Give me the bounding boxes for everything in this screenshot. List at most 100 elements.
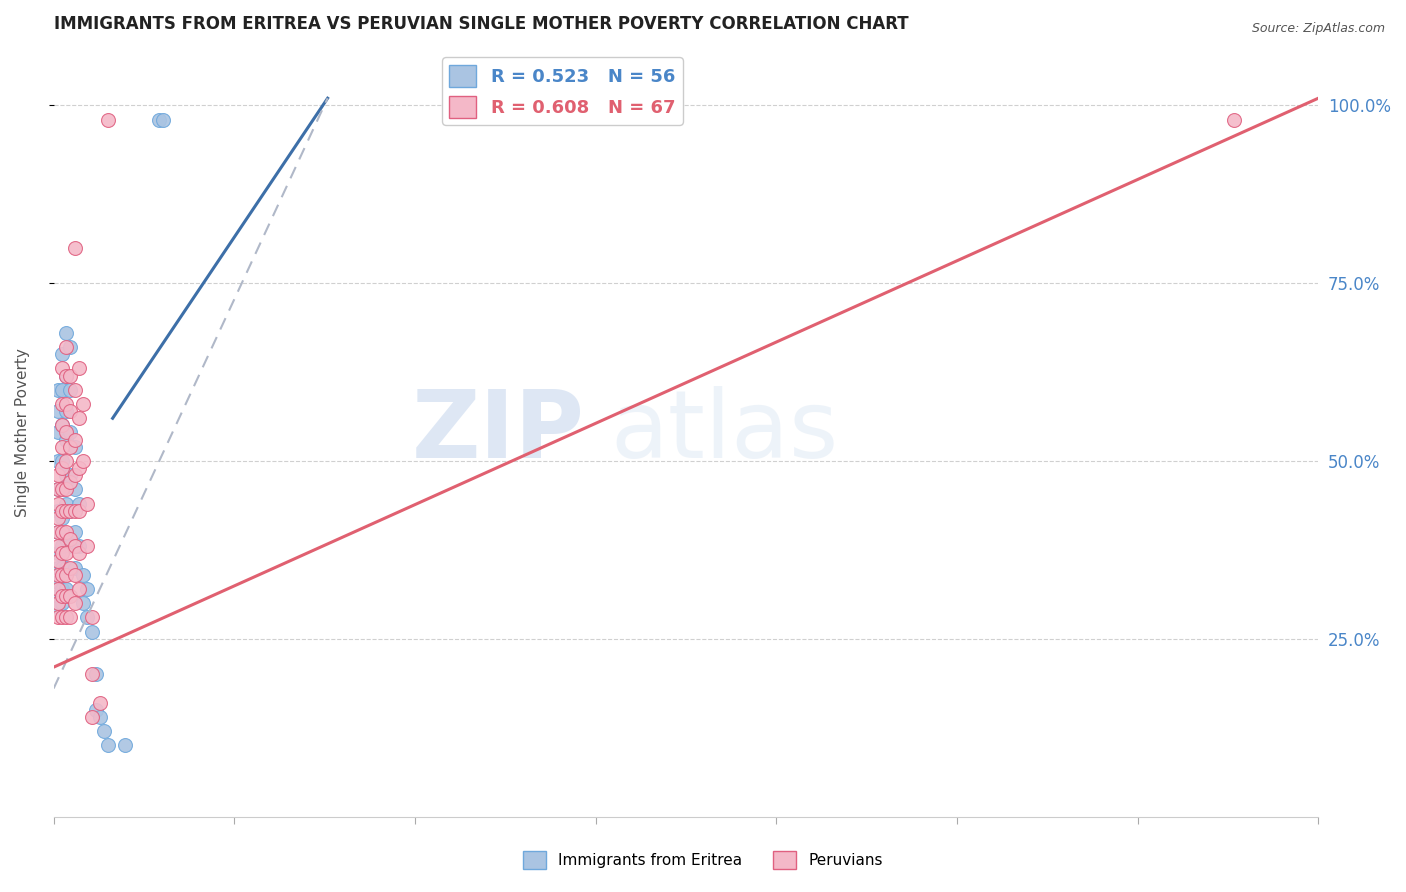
Point [46, 404, 69, 418]
Point [46, 574, 69, 589]
Point [55, 397, 77, 411]
Point [59, 539, 82, 553]
Point [59, 468, 82, 483]
Point [55, 468, 77, 483]
Point [80, 624, 103, 639]
Point [63, 560, 86, 574]
Y-axis label: Single Mother Poverty: Single Mother Poverty [15, 348, 30, 517]
Point [59, 504, 82, 518]
Point [59, 440, 82, 454]
Point [55, 340, 77, 354]
Text: ZIP: ZIP [412, 386, 585, 478]
Point [59, 589, 82, 603]
Point [51, 524, 73, 539]
Point [55, 589, 77, 603]
Point [93, 724, 115, 739]
Point [51, 461, 73, 475]
Point [67, 461, 90, 475]
Point [46, 546, 69, 560]
Point [55, 483, 77, 497]
Point [63, 440, 86, 454]
Point [55, 560, 77, 574]
Point [59, 532, 82, 546]
Point [59, 340, 82, 354]
Point [59, 368, 82, 383]
Text: IMMIGRANTS FROM ERITREA VS PERUVIAN SINGLE MOTHER POVERTY CORRELATION CHART: IMMIGRANTS FROM ERITREA VS PERUVIAN SING… [53, 15, 908, 33]
Point [97, 739, 120, 753]
Point [55, 454, 77, 468]
Point [55, 425, 77, 440]
Point [51, 596, 73, 610]
Point [63, 596, 86, 610]
Point [59, 504, 82, 518]
Point [51, 361, 73, 376]
Point [89, 696, 111, 710]
Point [46, 497, 69, 511]
Point [63, 524, 86, 539]
Legend: Immigrants from Eritrea, Peruvians: Immigrants from Eritrea, Peruvians [517, 845, 889, 875]
Point [63, 483, 86, 497]
Point [55, 582, 77, 596]
Point [55, 433, 77, 447]
Point [46, 504, 69, 518]
Point [51, 589, 73, 603]
Point [72, 596, 94, 610]
Point [55, 546, 77, 560]
Point [51, 418, 73, 433]
Point [59, 425, 82, 440]
Point [1223, 112, 1246, 127]
Point [59, 475, 82, 490]
Point [55, 524, 77, 539]
Point [89, 710, 111, 724]
Point [80, 667, 103, 681]
Point [76, 539, 98, 553]
Point [148, 112, 170, 127]
Point [46, 454, 69, 468]
Point [46, 589, 69, 603]
Point [67, 546, 90, 560]
Point [80, 710, 103, 724]
Point [80, 610, 103, 624]
Point [46, 483, 69, 497]
Text: atlas: atlas [610, 386, 838, 478]
Point [51, 567, 73, 582]
Text: Source: ZipAtlas.com: Source: ZipAtlas.com [1251, 22, 1385, 36]
Point [51, 539, 73, 553]
Point [51, 418, 73, 433]
Point [63, 504, 86, 518]
Point [51, 546, 73, 560]
Point [51, 610, 73, 624]
Point [55, 368, 77, 383]
Point [46, 425, 69, 440]
Point [51, 582, 73, 596]
Point [51, 440, 73, 454]
Point [67, 582, 90, 596]
Point [59, 560, 82, 574]
Point [63, 241, 86, 255]
Point [72, 567, 94, 582]
Point [51, 347, 73, 361]
Point [46, 539, 69, 553]
Point [46, 468, 69, 483]
Point [46, 511, 69, 525]
Point [72, 454, 94, 468]
Point [55, 504, 77, 518]
Point [46, 383, 69, 397]
Point [59, 404, 82, 418]
Point [84, 667, 107, 681]
Point [46, 582, 69, 596]
Point [59, 383, 82, 397]
Point [67, 504, 90, 518]
Point [55, 326, 77, 340]
Point [67, 411, 90, 425]
Point [55, 404, 77, 418]
Point [46, 599, 69, 614]
Point [114, 739, 136, 753]
Point [46, 560, 69, 574]
Point [46, 567, 69, 582]
Point [55, 567, 77, 582]
Point [63, 539, 86, 553]
Point [51, 383, 73, 397]
Point [72, 397, 94, 411]
Point [51, 560, 73, 574]
